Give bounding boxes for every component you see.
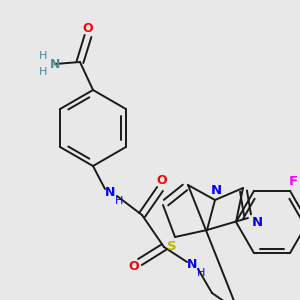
Text: N: N xyxy=(105,187,115,200)
Text: S: S xyxy=(167,239,177,253)
Text: H: H xyxy=(39,67,47,77)
Text: N: N xyxy=(187,259,197,272)
Text: N: N xyxy=(50,58,60,70)
Text: O: O xyxy=(129,260,139,274)
Text: H: H xyxy=(115,196,123,206)
Text: H: H xyxy=(39,51,47,61)
Text: O: O xyxy=(83,22,93,34)
Text: N: N xyxy=(210,184,222,197)
Text: F: F xyxy=(288,175,298,188)
Text: N: N xyxy=(251,217,262,230)
Text: O: O xyxy=(157,175,167,188)
Text: H: H xyxy=(197,268,205,278)
